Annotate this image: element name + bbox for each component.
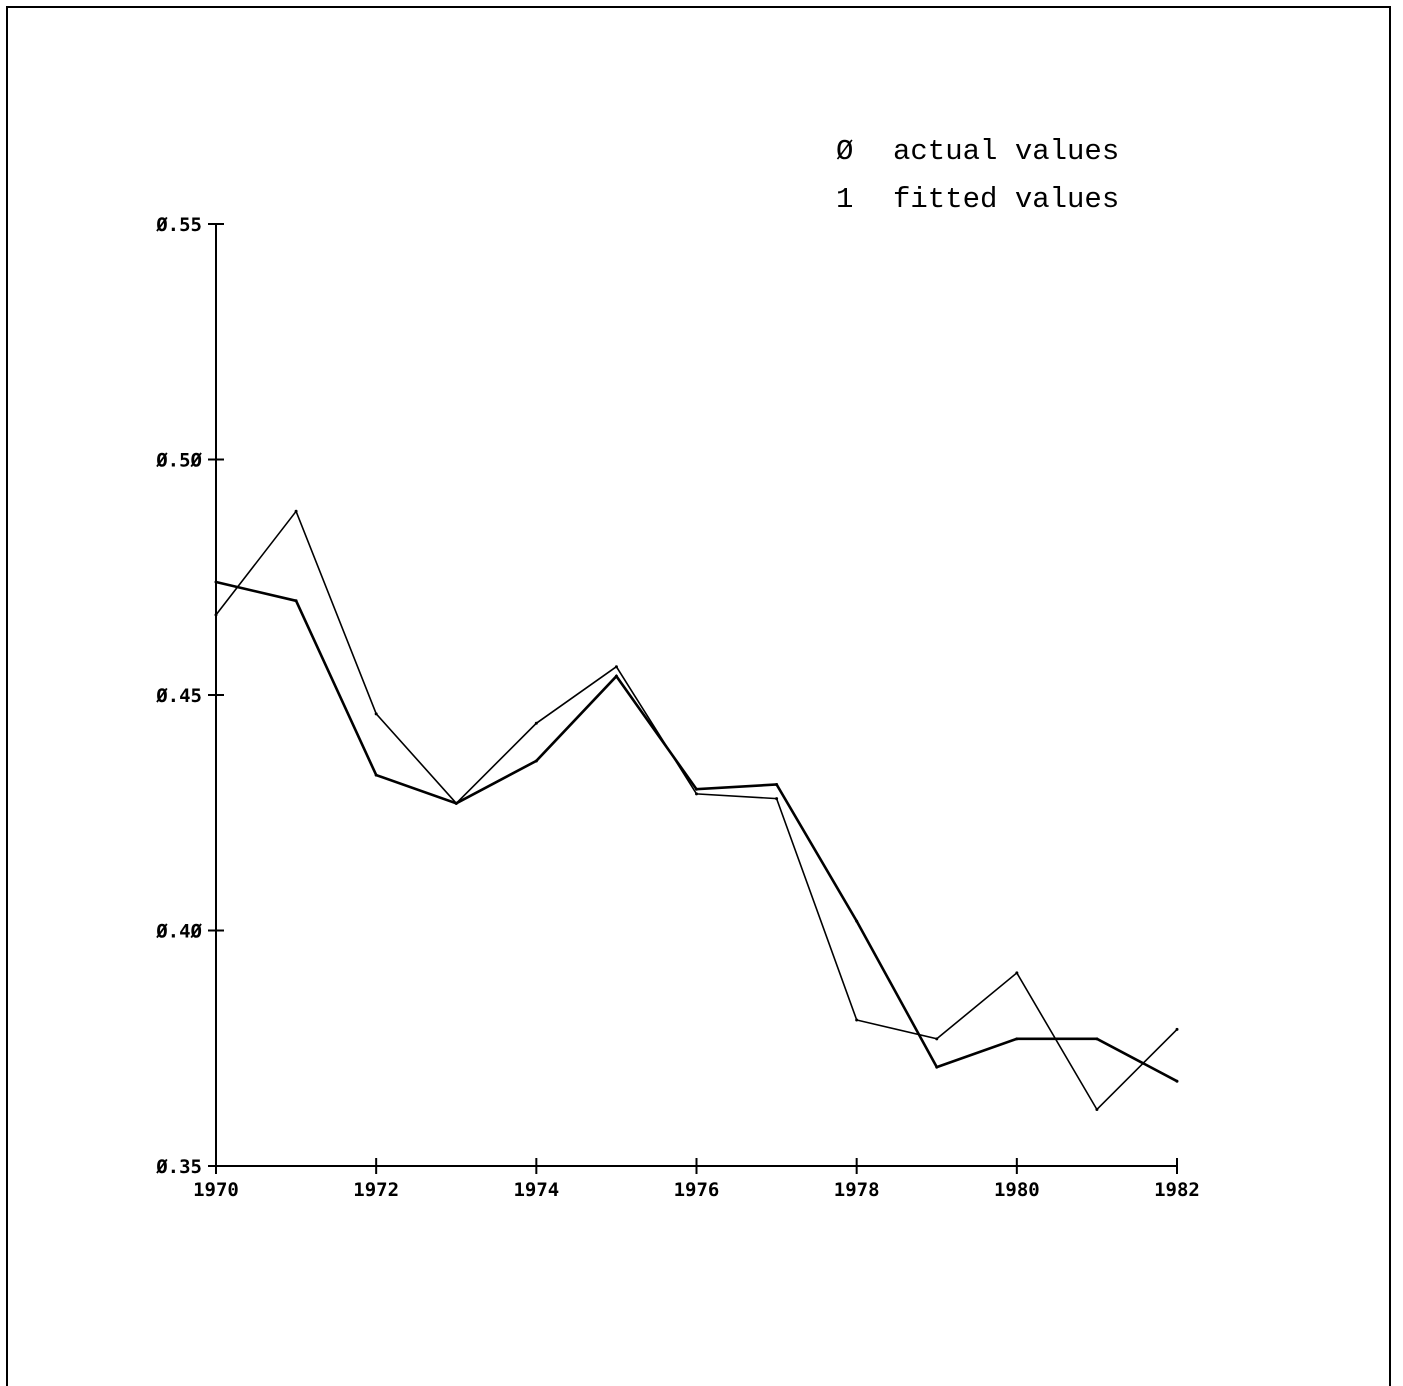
series-line-fitted — [215, 580, 1178, 1083]
legend-label-actual: actual values — [893, 135, 1119, 168]
y-tick-label: Ø.4Ø — [155, 921, 202, 943]
data-point-fitted — [1015, 1037, 1019, 1041]
data-point-fitted — [214, 580, 218, 584]
data-point-fitted — [1175, 1079, 1179, 1083]
data-point-fitted — [1095, 1037, 1099, 1041]
data-point-actual — [695, 792, 698, 796]
y-tick-label: Ø.45 — [155, 685, 202, 707]
data-point-actual — [935, 1037, 939, 1041]
data-point-fitted — [935, 1065, 939, 1069]
data-point-fitted — [775, 782, 779, 786]
data-point-actual — [855, 1018, 859, 1022]
y-tick-label: Ø.55 — [155, 214, 202, 236]
data-point-fitted — [695, 787, 698, 791]
data-point-actual — [214, 613, 218, 617]
legend: Ø actual values 1 fitted values — [836, 135, 1119, 216]
x-tick-label: 1970 — [193, 1179, 239, 1201]
x-tick-label: 1978 — [834, 1179, 880, 1201]
legend-label-fitted: fitted values — [893, 183, 1119, 216]
plot-frame — [6, 6, 1391, 1386]
x-tick-label: 1974 — [513, 1179, 559, 1201]
data-point-fitted — [374, 773, 378, 777]
series-group — [214, 509, 1179, 1111]
legend-symbol-fitted: 1 — [836, 183, 853, 216]
data-point-fitted — [614, 674, 618, 678]
data-point-fitted — [855, 919, 859, 923]
series-line-actual — [215, 509, 1178, 1111]
data-point-actual — [294, 509, 298, 513]
data-point-fitted — [294, 599, 298, 603]
x-tick-label: 1982 — [1154, 1179, 1200, 1201]
data-point-actual — [1175, 1027, 1179, 1031]
legend-symbol-actual: Ø — [836, 135, 853, 168]
data-point-fitted — [534, 759, 538, 763]
x-tick-label: 1980 — [994, 1179, 1040, 1201]
data-point-actual — [1015, 971, 1019, 975]
data-point-actual — [1095, 1107, 1099, 1111]
x-ticks: 1970 1972 1974 1976 1978 1980 1982 — [193, 1158, 1200, 1201]
data-point-actual — [534, 721, 538, 725]
x-tick-label: 1972 — [353, 1179, 399, 1201]
y-tick-label: Ø.5Ø — [155, 450, 202, 472]
y-ticks: Ø.35 Ø.4Ø Ø.45 Ø.5Ø Ø.55 — [155, 214, 224, 1178]
data-point-actual — [775, 797, 779, 801]
x-tick-label: 1976 — [674, 1179, 720, 1201]
data-point-actual — [374, 712, 378, 716]
data-point-fitted — [454, 801, 458, 805]
y-tick-label: Ø.35 — [155, 1156, 202, 1178]
data-point-actual — [614, 665, 618, 669]
